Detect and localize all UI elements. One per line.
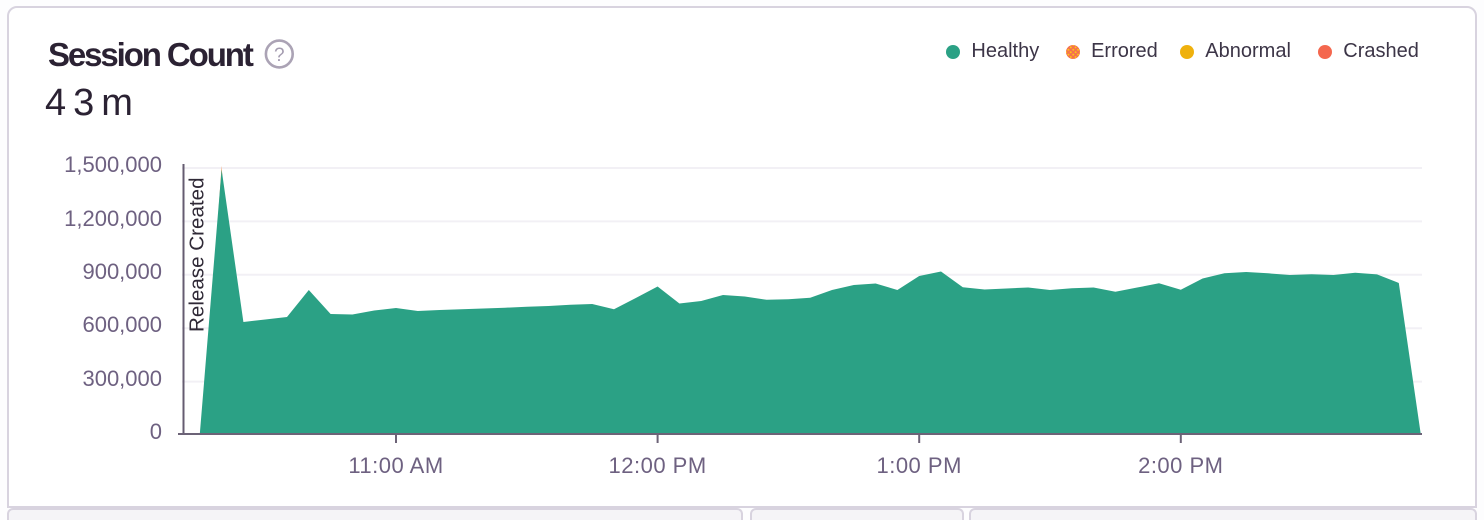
svg-text:?: ? xyxy=(274,45,285,66)
svg-text:Release Created: Release Created xyxy=(186,177,209,332)
